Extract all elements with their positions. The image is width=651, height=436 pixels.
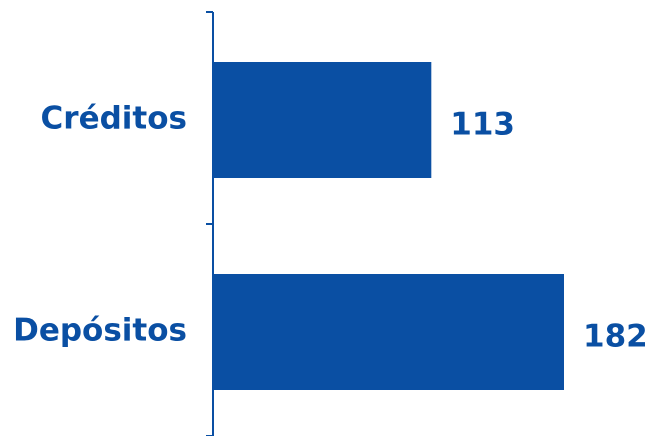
bar-1 [214,62,432,178]
chart-labels-group: Créditos 113 Depósitos 182 [13,101,648,355]
data-label: 113 [450,107,515,143]
data-label: 182 [583,319,648,355]
chart-axis-group [206,11,214,436]
chart-bars-group [214,62,564,390]
category-label: Depósitos [13,313,187,349]
bar-2 [214,274,564,390]
category-label: Créditos [41,101,187,137]
